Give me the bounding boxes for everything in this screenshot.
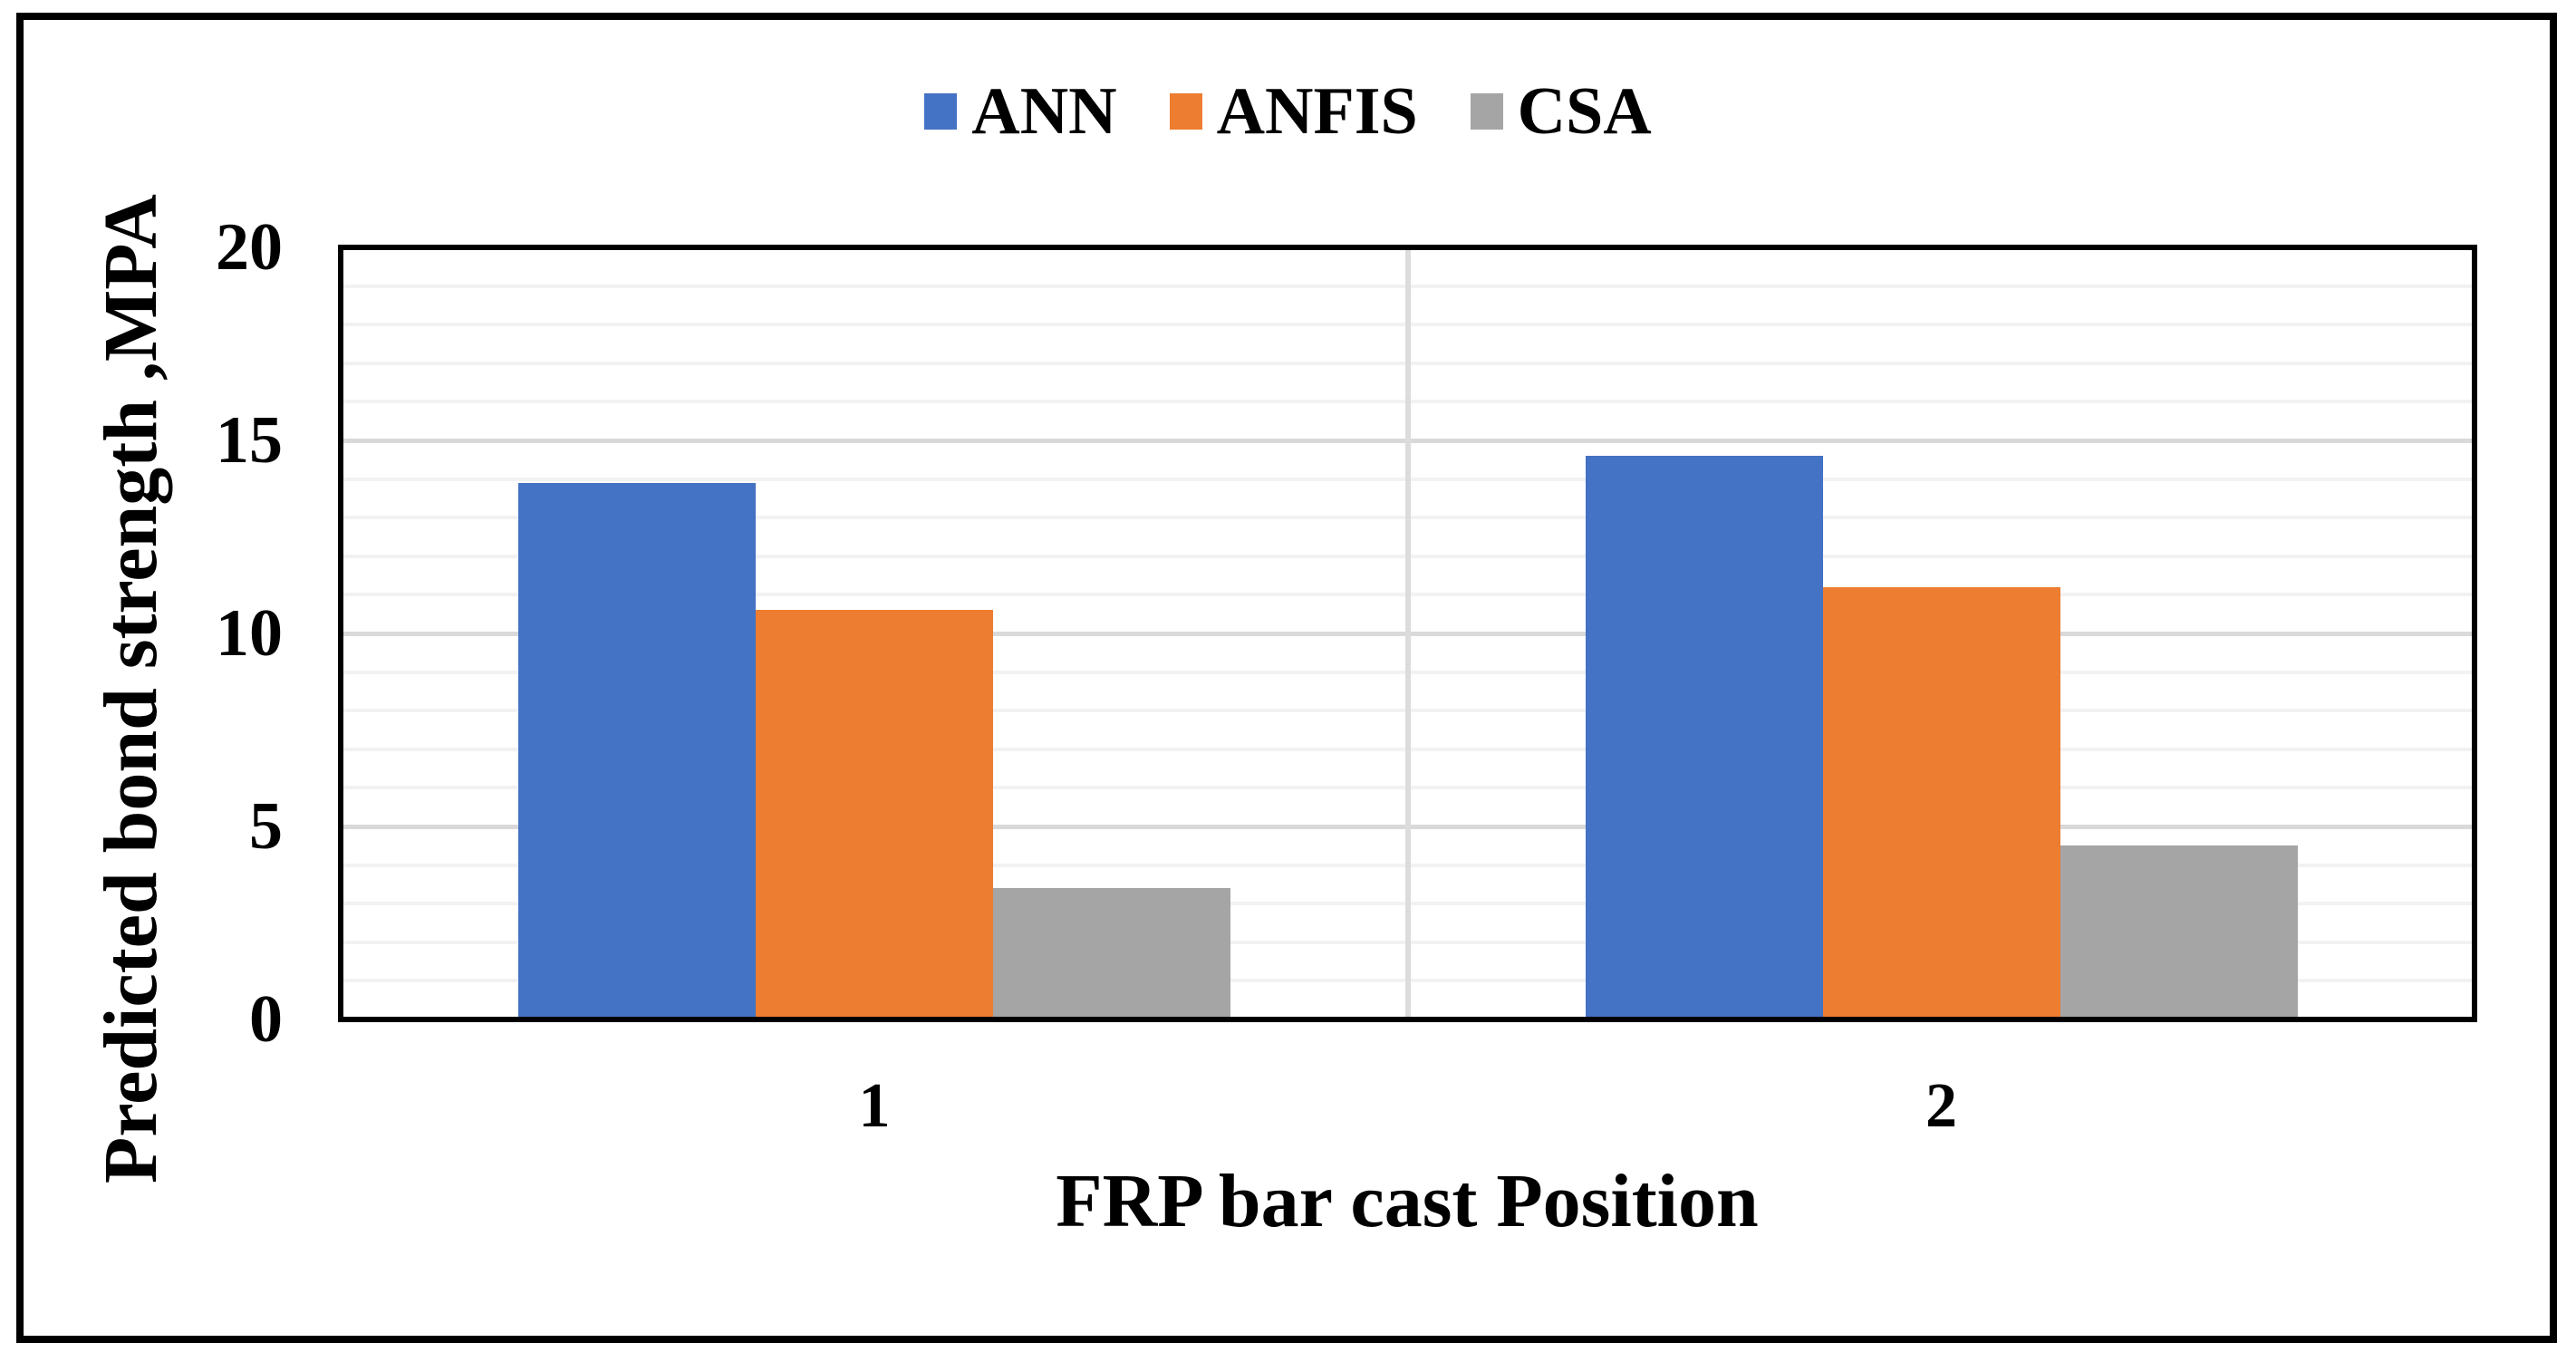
bar-csa-cat1 [993, 888, 1230, 1019]
legend-swatch-ann [924, 93, 958, 130]
y-tick-label-10: 10 [216, 596, 283, 671]
legend-label: CSA [1517, 74, 1652, 149]
legend-label: ANFIS [1216, 74, 1418, 149]
x-axis-title: FRP bar cast Position [1056, 1159, 1759, 1243]
legend-item-anfis: ANFIS [1169, 74, 1418, 149]
y-tick-label-15: 15 [216, 403, 283, 478]
legend: ANN ANFIS CSA [0, 78, 2576, 145]
plot-area [341, 247, 2475, 1019]
bar-ann-cat1 [518, 483, 756, 1019]
legend-item-ann: ANN [924, 74, 1117, 149]
bar-anfis-cat2 [1822, 587, 2060, 1019]
y-tick-label-5: 5 [249, 789, 283, 864]
bar-anfis-cat1 [756, 610, 993, 1019]
y-tick-label-0: 0 [249, 982, 283, 1057]
bar-csa-cat2 [2060, 845, 2298, 1019]
x-tick-label-2: 2 [1925, 1071, 1957, 1141]
legend-swatch-anfis [1169, 93, 1202, 130]
category-divider-gridline [1404, 247, 1411, 1019]
legend-item-csa: CSA [1470, 74, 1652, 149]
y-tick-label-20: 20 [216, 210, 283, 285]
bar-ann-cat2 [1585, 456, 1823, 1019]
legend-swatch-csa [1470, 93, 1503, 130]
legend-label: ANN [971, 74, 1117, 149]
figure-border [16, 13, 2557, 1343]
x-tick-label-1: 1 [858, 1071, 891, 1141]
y-axis-title: Predicted bond strength ,MPA [89, 194, 173, 1183]
